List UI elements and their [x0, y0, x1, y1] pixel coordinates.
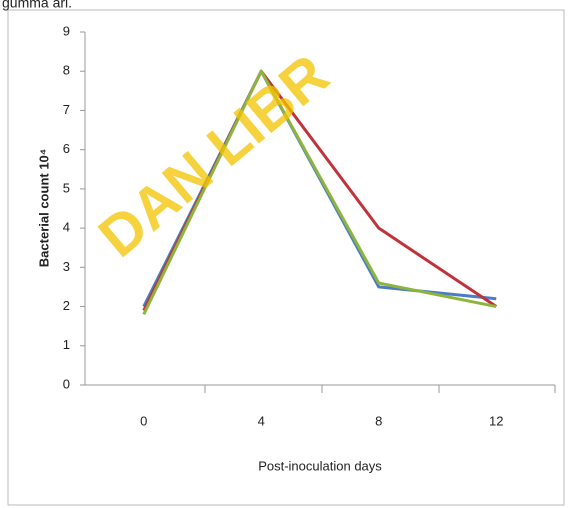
y-axis-label: Bacterial count 10⁴ [36, 149, 51, 267]
y-tick-label: 6 [63, 141, 70, 156]
y-tick-label: 9 [63, 23, 70, 38]
series-line [142, 69, 497, 316]
y-tick-label: 4 [63, 220, 70, 235]
y-tick-label: 3 [63, 259, 70, 274]
y-tick-label: 8 [63, 63, 70, 78]
chart-frame [7, 9, 565, 506]
y-tick-label: 1 [63, 337, 70, 352]
y-tick-label: 7 [63, 102, 70, 117]
caption-fragment: gumma ari. [2, 0, 72, 11]
x-tick-label: 12 [489, 413, 503, 428]
y-tick-label: 0 [63, 376, 70, 391]
x-tick-label: 4 [258, 413, 265, 428]
x-tick-label: 8 [375, 413, 382, 428]
x-axis-label: Post-inoculation days [258, 458, 382, 473]
y-tick-label: 2 [63, 298, 70, 313]
x-tick-label: 0 [140, 413, 147, 428]
y-tick-label: 5 [63, 180, 70, 195]
